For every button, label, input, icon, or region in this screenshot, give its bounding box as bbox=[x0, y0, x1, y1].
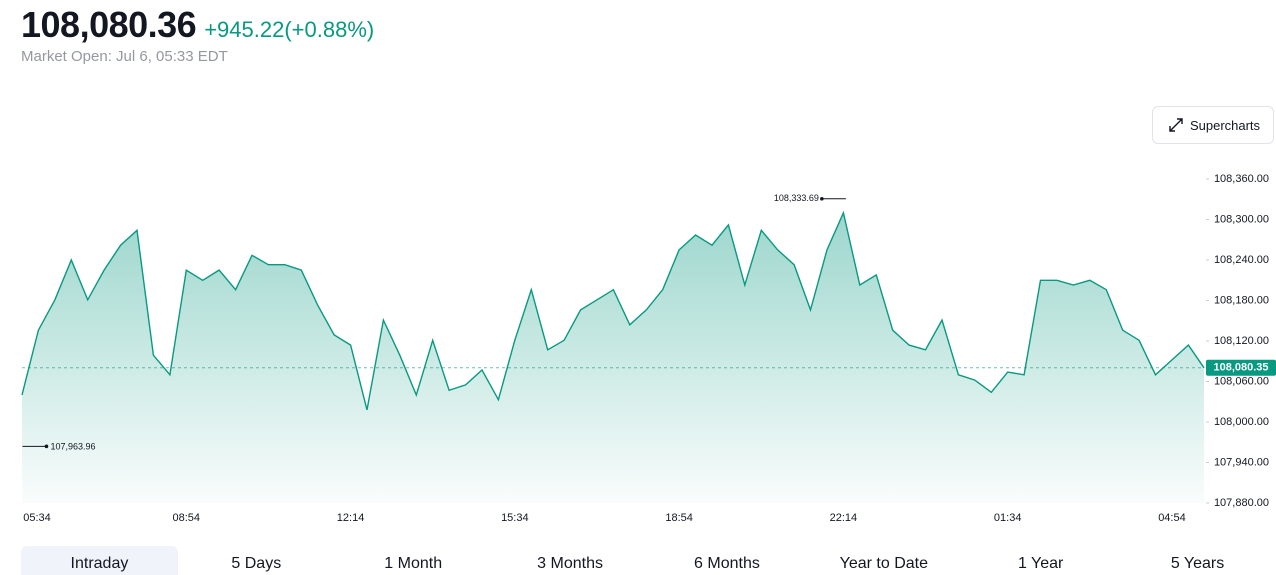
header: 108,080.36 +945.22(+0.88%) Market Open: J… bbox=[21, 4, 374, 65]
last-price-tag bbox=[1206, 359, 1276, 376]
y-tick-label: 108,000.00 bbox=[1214, 416, 1269, 428]
x-tick-label: 12:14 bbox=[337, 512, 365, 524]
tab[interactable]: 1 Month bbox=[384, 555, 443, 572]
tab[interactable]: Intraday bbox=[21, 546, 178, 575]
x-tick-label: 05:34 bbox=[23, 512, 51, 524]
y-tick-label: 107,880.00 bbox=[1214, 497, 1269, 509]
supercharts-button[interactable]: Supercharts bbox=[1152, 106, 1274, 144]
low-label: 107,963.96 bbox=[50, 442, 95, 452]
x-tick-label: 01:34 bbox=[994, 512, 1022, 524]
tab[interactable]: 1 Year bbox=[1017, 555, 1064, 572]
x-tick-label: 18:54 bbox=[665, 512, 693, 524]
y-tick-label: 108,360.00 bbox=[1214, 173, 1269, 185]
y-tick-label: 108,240.00 bbox=[1214, 254, 1269, 266]
x-tick-label: 15:34 bbox=[501, 512, 529, 524]
x-tick-label: 22:14 bbox=[830, 512, 858, 524]
y-tick-label: 108,060.00 bbox=[1214, 375, 1269, 387]
button-label: Supercharts bbox=[1189, 117, 1261, 133]
tab[interactable]: 5 Years bbox=[1170, 555, 1225, 572]
x-tick-label: 04:54 bbox=[1158, 512, 1186, 524]
expand-icon bbox=[1169, 118, 1183, 132]
tab[interactable]: 6 Months bbox=[694, 555, 760, 572]
tab[interactable]: Year to Date bbox=[839, 555, 928, 572]
price-line bbox=[21, 210, 1205, 411]
chart: 107,880.00 107,940.00 108,000.00 108,060.00… bbox=[21, 173, 1276, 524]
area bbox=[22, 212, 1204, 504]
y-tick-label: 107,940.00 bbox=[1214, 456, 1269, 468]
subtitle: Market Open: Jul 6, 05:33 EDT bbox=[21, 48, 228, 65]
tab[interactable]: 5 Days bbox=[231, 555, 282, 572]
price: 108,080.36 bbox=[21, 4, 197, 45]
last-price-label: 108,080.35 bbox=[1213, 362, 1268, 374]
low-marker bbox=[44, 444, 49, 449]
tab[interactable]: 3 Months bbox=[537, 555, 603, 572]
y-tick-label: 108,300.00 bbox=[1214, 213, 1269, 225]
y-tick-label: 108,180.00 bbox=[1214, 294, 1269, 306]
x-tick-label: 08:54 bbox=[173, 512, 201, 524]
high-marker bbox=[820, 196, 824, 201]
high-label: 108,333.69 bbox=[774, 193, 819, 203]
change: +945.22(+0.88%) bbox=[204, 17, 375, 42]
y-tick-label: 108,120.00 bbox=[1214, 335, 1269, 347]
range-tabs: Intraday 5 Days 1 Month 3 Months 6 Months Yea… bbox=[21, 546, 1276, 575]
